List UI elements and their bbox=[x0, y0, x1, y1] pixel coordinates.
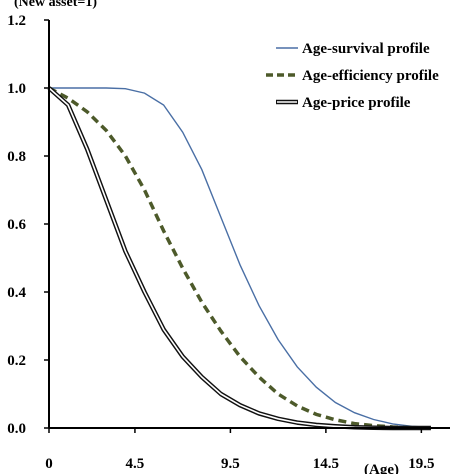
x-tick-labels: 0 4.5 9.5 14.5 19.5 bbox=[45, 456, 434, 472]
x-tick-label: 19.5 bbox=[408, 456, 434, 472]
x-tick-label: 4.5 bbox=[126, 456, 145, 472]
legend: Age-survival profile Age-efficiency profi… bbox=[266, 41, 439, 111]
legend-label-age-survival-profile: Age-survival profile bbox=[302, 41, 430, 57]
y-tick-label: 0.4 bbox=[7, 285, 26, 301]
x-tick-label: 0 bbox=[45, 456, 53, 472]
legend-label-age-efficiency-profile: Age-efficiency profile bbox=[302, 68, 439, 84]
x-tick-label: 14.5 bbox=[313, 456, 339, 472]
legend-label-age-price-profile: Age-price profile bbox=[302, 95, 411, 111]
y-tick-label: 0.8 bbox=[7, 149, 26, 165]
x-tick-label: 9.5 bbox=[221, 456, 240, 472]
series-lines bbox=[47, 86, 431, 431]
series-line-age-price-profile-inner bbox=[48, 87, 431, 429]
y-tick-label: 1.2 bbox=[7, 13, 26, 29]
y-tick-label: 0.2 bbox=[7, 353, 26, 369]
series-line-age-survival-profile bbox=[49, 87, 431, 428]
series-line-age-efficiency-profile bbox=[48, 86, 431, 430]
y-axis-label: (New asset=1) bbox=[14, 0, 97, 10]
y-tick-label: 0.6 bbox=[7, 217, 26, 233]
y-tick-label: 0.0 bbox=[7, 421, 26, 437]
y-tick-label: 1.0 bbox=[7, 81, 26, 97]
x-axis-label: (Age) bbox=[364, 462, 399, 474]
series-line-age-price-profile bbox=[47, 86, 431, 431]
axis-ticks bbox=[44, 19, 423, 433]
y-tick-labels: 0.0 0.2 0.4 0.6 0.8 1.0 1.2 bbox=[7, 13, 26, 437]
